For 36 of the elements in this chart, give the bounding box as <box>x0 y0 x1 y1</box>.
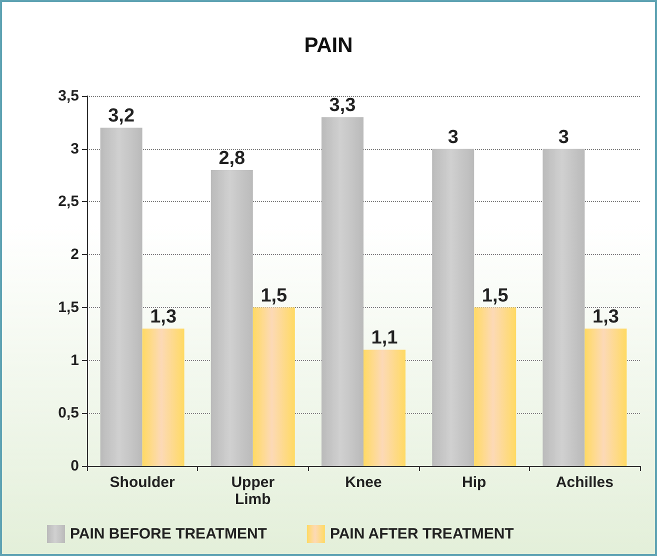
legend-label: PAIN AFTER TREATMENT <box>330 526 514 542</box>
bar <box>474 307 516 466</box>
y-tick-label: 3,5 <box>58 88 79 104</box>
x-tick-label: Upper Limb <box>231 474 275 508</box>
bar <box>432 148 474 466</box>
data-label: 1,5 <box>260 285 288 306</box>
data-label: 3,3 <box>329 95 356 116</box>
data-label: 1,5 <box>482 285 509 306</box>
data-label: 3 <box>448 126 458 148</box>
bar <box>542 148 585 466</box>
data-label: 1,3 <box>150 306 177 328</box>
y-tick-label: 1 <box>70 352 79 369</box>
y-tick-label: 1,5 <box>58 298 79 316</box>
legend-label: PAIN BEFORE TREATMENT <box>70 526 267 542</box>
data-label: 1,3 <box>592 306 619 328</box>
x-tick-label: Knee <box>345 474 382 491</box>
bar <box>252 307 295 466</box>
data-label: 1,1 <box>371 328 398 349</box>
bar <box>584 328 627 466</box>
data-label: 3 <box>558 126 569 148</box>
x-tick-label: Hip <box>462 474 486 491</box>
y-tick-label: 2 <box>70 246 79 264</box>
bar <box>322 117 364 466</box>
bar <box>364 350 406 466</box>
x-tick-label: Achilles <box>556 474 614 491</box>
bar <box>100 128 142 466</box>
y-tick-label: 2,5 <box>58 193 79 210</box>
bar <box>142 328 184 466</box>
x-tick-label: Shoulder <box>110 474 175 491</box>
y-tick-label: 3 <box>70 140 79 158</box>
y-tick-label: 0 <box>70 458 79 474</box>
y-tick-label: 0,5 <box>58 404 79 422</box>
data-label: 3,2 <box>108 106 135 127</box>
bar <box>210 170 253 466</box>
data-label: 2,8 <box>218 148 246 169</box>
chart-title: PAIN <box>304 34 353 57</box>
